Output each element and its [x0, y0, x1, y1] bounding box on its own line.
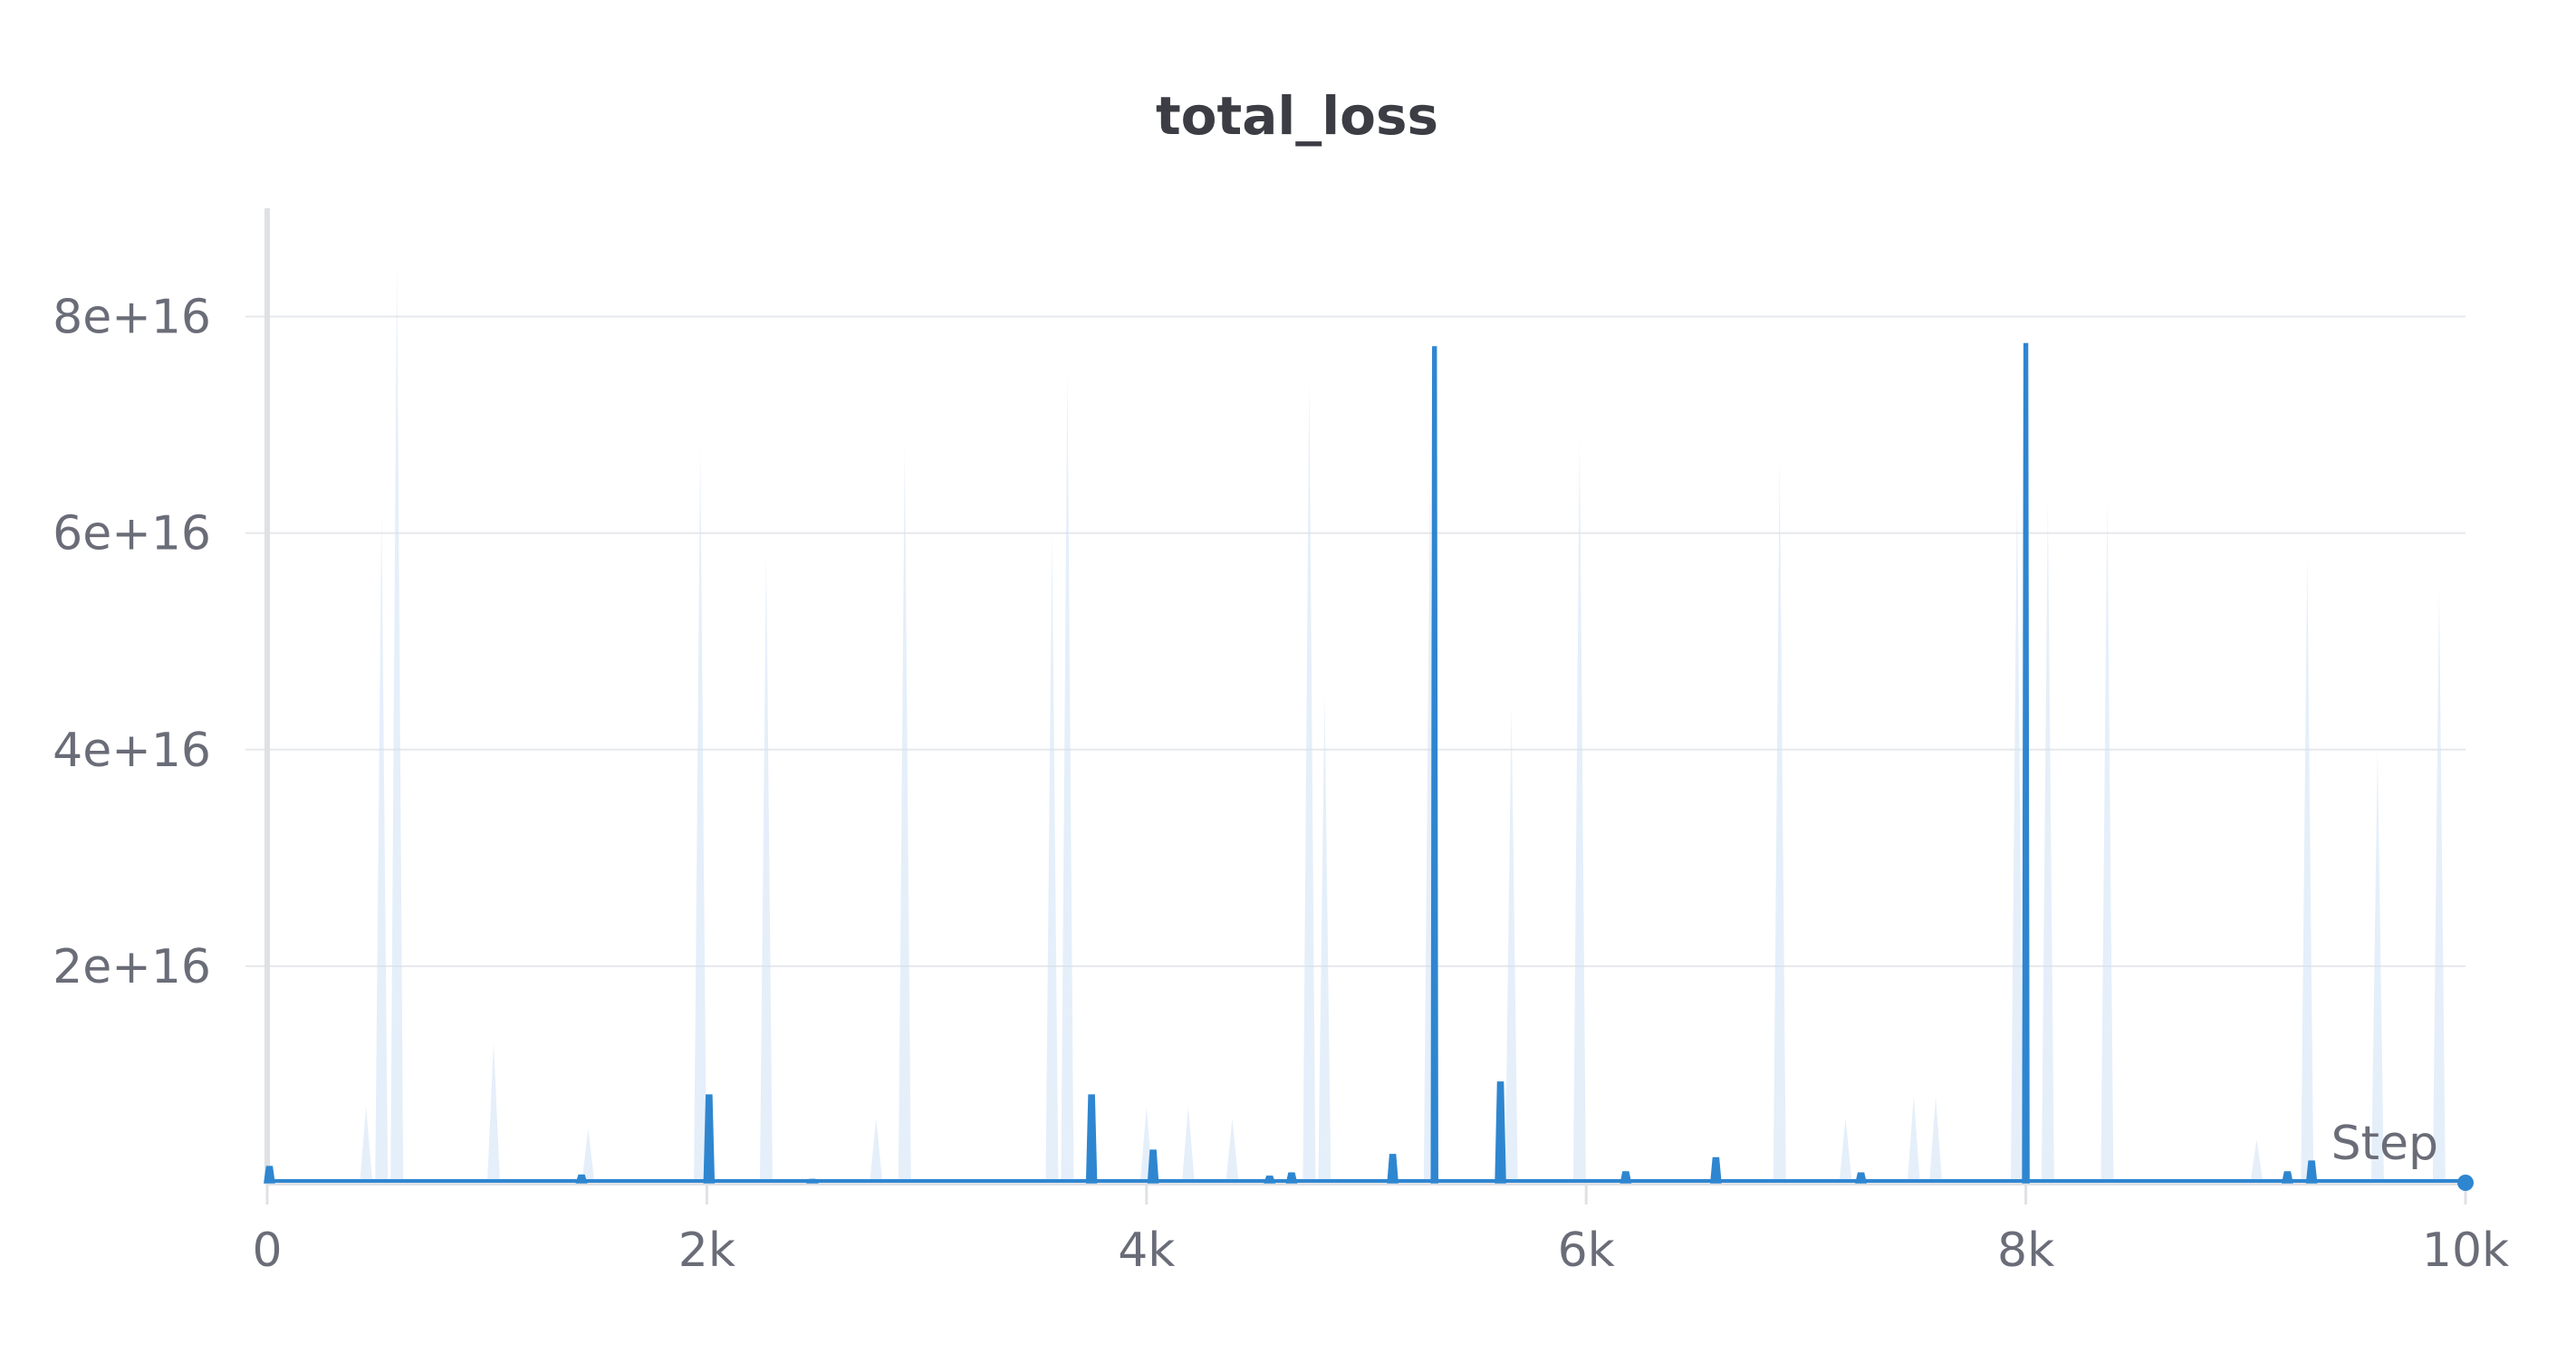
series-spike [1285, 1172, 1298, 1184]
series-end-marker [2457, 1175, 2474, 1191]
raw-spike [360, 1107, 373, 1183]
raw-spike [2010, 489, 2023, 1183]
raw-spike [2370, 749, 2384, 1183]
y-tick-label: 2e+16 [53, 940, 211, 994]
raw-spike [1318, 696, 1331, 1183]
series-spike [2305, 1160, 2318, 1184]
smoothed-series [264, 342, 2465, 1184]
chart-title: total_loss [1156, 85, 1438, 147]
series-spike [1430, 346, 1438, 1184]
series-spike [1264, 1175, 1276, 1184]
raw-spike [1061, 370, 1074, 1183]
raw-spike [1929, 1096, 1943, 1183]
raw-spike [486, 1041, 500, 1183]
y-tick-label: 6e+16 [53, 507, 211, 561]
y-tick-label: 4e+16 [53, 724, 211, 778]
x-tick-label: 0 [252, 1223, 282, 1278]
series-spike [264, 1166, 275, 1184]
raw-spike [1572, 436, 1586, 1184]
series-spike [805, 1178, 819, 1184]
x-tick-label: 4k [1118, 1223, 1175, 1278]
raw-spike [2301, 554, 2314, 1183]
raw-spike [1045, 533, 1059, 1183]
series-spike [1387, 1154, 1399, 1184]
raw-spike [1504, 705, 1518, 1183]
x-axis-label: Step [2331, 1117, 2438, 1171]
x-tick-labels: 0 2k 4k 6k 8k 10k [252, 1223, 2509, 1278]
raw-spike [1181, 1107, 1195, 1183]
series-spike [1855, 1172, 1868, 1184]
y-tick-label: 8e+16 [53, 291, 211, 345]
x-tick-label: 6k [1558, 1223, 1615, 1278]
x-tick-label: 10k [2422, 1223, 2509, 1278]
raw-spike [1302, 381, 1316, 1183]
raw-spike [2250, 1139, 2264, 1183]
series-spike [1620, 1171, 1632, 1184]
series-spike [1085, 1094, 1098, 1184]
series-spike [1147, 1149, 1159, 1184]
series-spike [703, 1094, 716, 1184]
series-spike [2022, 342, 2030, 1184]
grid-lines [245, 315, 2465, 967]
raw-spike [2432, 587, 2446, 1183]
raw-series [360, 262, 2446, 1184]
raw-spike [390, 262, 404, 1183]
raw-spike [898, 446, 911, 1183]
raw-spike [1839, 1118, 1852, 1183]
raw-spike [2100, 500, 2114, 1183]
raw-spike [694, 446, 707, 1183]
series-spike [575, 1174, 588, 1184]
series-spike [2281, 1171, 2293, 1184]
x-tick-label: 8k [1997, 1223, 2054, 1278]
raw-spike [582, 1128, 595, 1183]
raw-spike [375, 511, 389, 1183]
x-tick-label: 2k [678, 1223, 735, 1278]
raw-spike [1907, 1096, 1920, 1183]
raw-spike [759, 554, 773, 1183]
series-end-markers [2457, 1175, 2474, 1191]
raw-spike [1773, 456, 1786, 1183]
series-spike [1710, 1156, 1722, 1184]
raw-spike [1226, 1118, 1239, 1183]
y-tick-labels: 2e+16 4e+16 6e+16 8e+16 [53, 291, 211, 994]
series-spike [1495, 1081, 1506, 1184]
raw-spike [870, 1118, 883, 1183]
axes [264, 208, 2467, 1204]
raw-spike [2041, 500, 2054, 1183]
